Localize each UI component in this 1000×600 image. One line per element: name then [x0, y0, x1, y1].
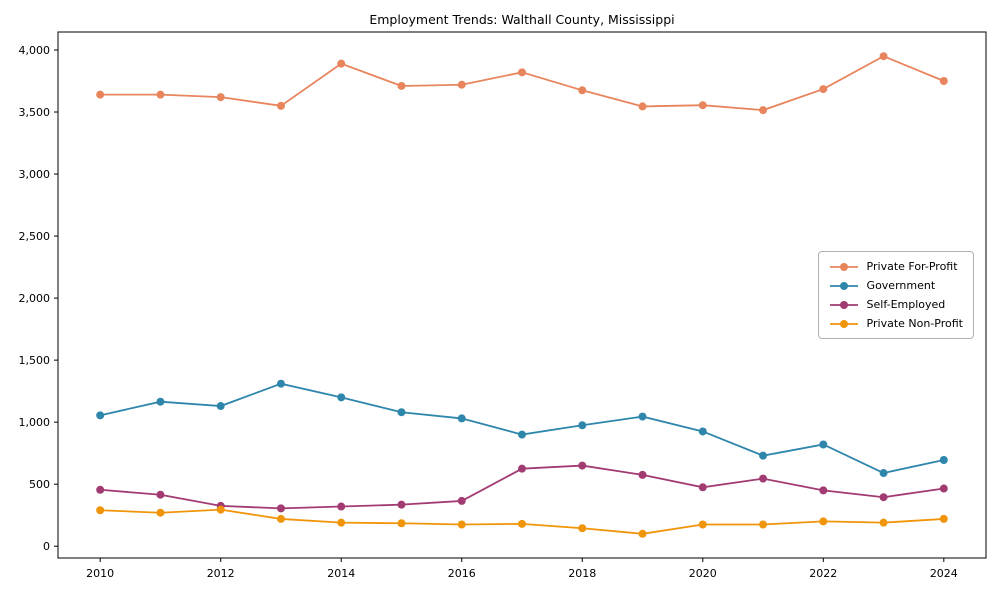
series-marker [698, 427, 707, 436]
y-tick-label: 1,500 [19, 354, 51, 367]
legend-line-marker-icon [829, 300, 858, 309]
legend-label: Private Non-Profit [866, 317, 963, 330]
legend: Private For-Profit Government Self-Employe… [817, 251, 974, 339]
series-marker [819, 85, 828, 94]
series-marker [698, 101, 707, 110]
series-marker [819, 517, 828, 526]
legend-item: Self-Employed [829, 298, 963, 311]
chart-title: Employment Trends: Walthall County, Miss… [369, 12, 675, 27]
series-line [100, 55, 945, 112]
series-marker [397, 81, 406, 90]
series-marker [578, 421, 587, 430]
series-marker [578, 86, 587, 95]
series-marker [276, 504, 285, 513]
legend-label: Self-Employed [866, 298, 946, 311]
series-marker [879, 52, 888, 61]
series-marker [879, 493, 888, 502]
legend-line-marker-icon [829, 319, 858, 328]
series-marker [96, 485, 105, 494]
series-marker [96, 506, 105, 515]
series-marker [457, 80, 466, 89]
series-marker [276, 101, 285, 110]
legend-line-marker-icon [829, 262, 858, 271]
series-marker [518, 430, 526, 439]
y-tick-label: 0 [43, 540, 50, 553]
y-tick-label: 4,000 [19, 44, 51, 57]
series-marker [337, 502, 346, 511]
series-marker [156, 490, 165, 499]
y-tick-label: 1,000 [19, 416, 51, 429]
y-tick-label: 3,000 [19, 168, 51, 181]
x-tick-label: 2018 [568, 567, 596, 580]
series-marker [518, 68, 526, 77]
series-marker [457, 520, 466, 529]
series-marker [819, 486, 828, 495]
legend-item: Private For-Profit [829, 260, 963, 273]
series-marker [337, 393, 346, 402]
series-marker [939, 455, 948, 464]
series-marker [216, 93, 225, 102]
y-tick-label: 2,000 [19, 292, 51, 305]
x-tick-label: 2024 [930, 567, 958, 580]
series-marker [156, 397, 165, 406]
x-tick-label: 2014 [327, 567, 355, 580]
series-marker [216, 402, 225, 411]
series-marker [337, 518, 346, 527]
x-tick-label: 2010 [86, 567, 114, 580]
series-marker [638, 470, 647, 479]
series-marker [939, 77, 948, 86]
series-marker [638, 102, 647, 111]
series-marker [578, 524, 587, 533]
series-marker [759, 520, 768, 529]
series-marker [638, 412, 647, 421]
legend-label: Private For-Profit [866, 260, 958, 273]
legend-item: Private Non-Profit [829, 317, 963, 330]
series-marker [276, 514, 285, 523]
x-tick-label: 2012 [207, 567, 235, 580]
series-marker [698, 520, 707, 529]
series-marker [879, 518, 888, 527]
series-marker [578, 461, 587, 470]
series-marker [698, 483, 707, 492]
series-marker [397, 408, 406, 417]
series-marker [518, 464, 526, 473]
series-marker [216, 505, 225, 514]
legend-line-marker-icon [829, 281, 858, 290]
series-marker [759, 106, 768, 115]
series-marker [397, 500, 406, 509]
series-marker [96, 411, 105, 420]
series-marker [638, 529, 647, 538]
y-tick-label: 3,500 [19, 106, 51, 119]
x-tick-label: 2020 [689, 567, 717, 580]
series-marker [759, 474, 768, 483]
series-marker [457, 414, 466, 423]
series-marker [276, 379, 285, 388]
series-marker [156, 508, 165, 517]
x-tick-label: 2016 [448, 567, 476, 580]
series-marker [457, 496, 466, 505]
y-tick-label: 2,500 [19, 230, 51, 243]
series-marker [96, 90, 105, 99]
y-tick-label: 500 [29, 478, 50, 491]
x-tick-label: 2022 [809, 567, 837, 580]
legend-item: Government [829, 279, 963, 292]
series-marker [156, 90, 165, 99]
series-marker [939, 484, 948, 493]
plot-frame [57, 31, 987, 559]
series-marker [337, 59, 346, 68]
series-marker [759, 451, 768, 460]
series-marker [939, 514, 948, 523]
series-marker [879, 469, 888, 478]
series-marker [819, 440, 828, 449]
series-marker [518, 519, 526, 528]
series-marker [397, 519, 406, 528]
legend-label: Government [866, 279, 936, 292]
series-line [99, 382, 945, 474]
